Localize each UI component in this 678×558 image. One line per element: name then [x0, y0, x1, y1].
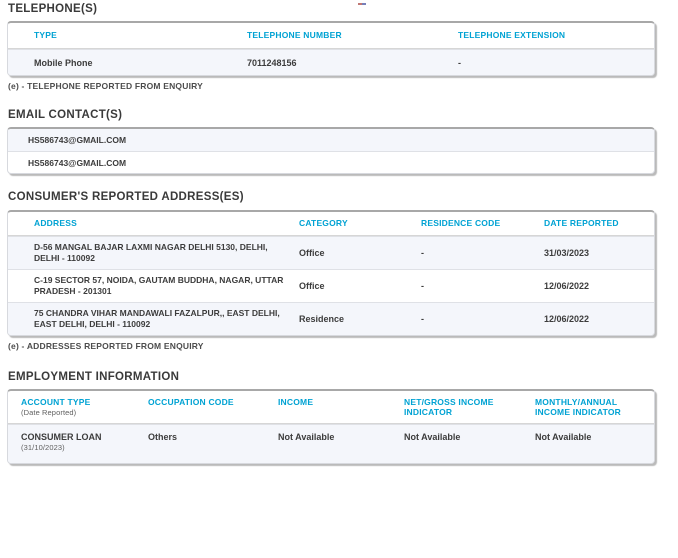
employment-occupation-code: Others: [148, 432, 178, 442]
column-header-telephone-extension: TELEPHONE EXTENSION: [458, 30, 566, 41]
column-header-category: CATEGORY: [299, 218, 348, 229]
employment-account-date: (31/10/2023): [21, 443, 65, 452]
employment-table: ACCOUNT TYPE (Date Reported) OCCUPATION …: [7, 389, 655, 464]
column-header-net-gross-income-indicator: NET/GROSS INCOME INDICATOR: [404, 397, 494, 418]
employment-account-type: CONSUMER LOAN: [21, 432, 102, 442]
address-text: C-19 SECTOR 57, NOIDA, GAUTAM BUDDHA, NA…: [34, 274, 284, 296]
column-header-account-type: ACCOUNT TYPE (Date Reported): [21, 397, 148, 417]
column-header-telephone-number: TELEPHONE NUMBER: [247, 30, 342, 41]
address-category: Residence: [299, 314, 345, 324]
telephones-enquiry-note: (e) - TELEPHONE REPORTED FROM ENQUIRY: [8, 81, 204, 91]
address-residence-code: -: [421, 248, 424, 258]
column-header-occupation-code: OCCUPATION CODE: [148, 397, 234, 407]
list-item: HS586743@GMAIL.COM: [8, 129, 654, 151]
address-category: Office: [299, 248, 325, 258]
addresses-section-title: CONSUMER'S REPORTED ADDRESS(ES): [8, 191, 244, 203]
addresses-enquiry-note: (e) - ADDRESSES REPORTED FROM ENQUIRY: [8, 341, 204, 351]
column-header-residence-code: RESIDENCE CODE: [421, 218, 501, 229]
employment-section-title: EMPLOYMENT INFORMATION: [8, 371, 180, 383]
clipped-top-artifact: [358, 3, 366, 5]
emails-table: HS586743@GMAIL.COM HS586743@GMAIL.COM: [7, 127, 655, 174]
employment-net-gross-indicator: Not Available: [404, 432, 461, 442]
list-item: HS586743@GMAIL.COM: [8, 151, 654, 173]
employment-header-row: ACCOUNT TYPE (Date Reported) OCCUPATION …: [8, 391, 654, 424]
telephone-extension: -: [458, 57, 461, 68]
address-text: 75 CHANDRA VIHAR MANDAWALI FAZALPUR,, EA…: [34, 307, 280, 329]
address-residence-code: -: [421, 314, 424, 324]
addresses-header-row: ADDRESS CATEGORY RESIDENCE CODE DATE REP…: [8, 212, 654, 236]
address-date-reported: 12/06/2022: [544, 281, 590, 291]
telephones-header-row: TYPE TELEPHONE NUMBER TELEPHONE EXTENSIO…: [8, 23, 654, 49]
table-row: 75 CHANDRA VIHAR MANDAWALI FAZALPUR,, EA…: [8, 302, 654, 335]
column-header-address: ADDRESS: [34, 218, 77, 229]
employment-income: Not Available: [278, 432, 335, 442]
employment-account-type-cell: CONSUMER LOAN (31/10/2023): [21, 432, 148, 452]
telephone-type: Mobile Phone: [34, 57, 93, 68]
address-date-reported: 31/03/2023: [544, 248, 590, 258]
telephone-number: 7011248156: [247, 57, 297, 68]
addresses-table: ADDRESS CATEGORY RESIDENCE CODE DATE REP…: [7, 210, 655, 336]
column-header-income: INCOME: [278, 397, 314, 407]
table-row: D-56 MANGAL BAJAR LAXMI NAGAR DELHI 5130…: [8, 236, 654, 269]
email-address: HS586743@GMAIL.COM: [28, 135, 127, 145]
employment-monthly-annual-indicator: Not Available: [535, 432, 592, 442]
column-header-monthly-annual-income-indicator: MONTHLY/ANNUAL INCOME INDICATOR: [535, 397, 621, 418]
table-row: Mobile Phone 7011248156 -: [8, 49, 654, 75]
address-text: D-56 MANGAL BAJAR LAXMI NAGAR DELHI 5130…: [34, 241, 268, 263]
table-row: C-19 SECTOR 57, NOIDA, GAUTAM BUDDHA, NA…: [8, 269, 654, 302]
table-row: CONSUMER LOAN (31/10/2023) Others Not Av…: [8, 424, 654, 463]
column-header-account-type-label: ACCOUNT TYPE: [21, 397, 91, 407]
emails-section-title: EMAIL CONTACT(S): [8, 109, 123, 121]
column-header-date-reported-subnote: (Date Reported): [21, 408, 77, 418]
telephones-section-title: TELEPHONE(S): [8, 3, 98, 15]
column-header-date-reported: DATE REPORTED: [544, 218, 619, 229]
address-category: Office: [299, 281, 325, 291]
column-header-type: TYPE: [34, 30, 58, 41]
telephones-table: TYPE TELEPHONE NUMBER TELEPHONE EXTENSIO…: [7, 21, 655, 76]
email-address: HS586743@GMAIL.COM: [28, 157, 127, 168]
address-date-reported: 12/06/2022: [544, 314, 590, 324]
address-residence-code: -: [421, 281, 424, 291]
